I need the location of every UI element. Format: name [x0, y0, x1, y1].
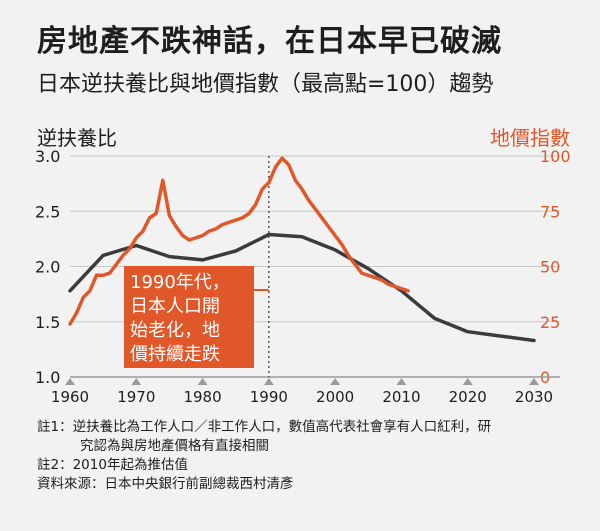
x-tick-label: 2010 [382, 388, 420, 406]
source-note: 資料來源：日本中央銀行前副總裁西村清彥 [37, 476, 294, 492]
y-left-tick-label: 1.0 [35, 368, 60, 387]
x-tick-label: 2020 [449, 388, 487, 406]
footnotes: 註1：逆扶養比為工作人口／非工作人口，數值高代表社會享有人口紅利，研 究認為與房… [37, 418, 491, 494]
y-axis-right-label: 地價指數 [490, 126, 570, 150]
page-title: 房地產不跌神話，在日本早已破滅 [37, 24, 502, 59]
land-price-line [68, 156, 410, 326]
x-tick-marker [396, 378, 407, 385]
annotation-text: 1990年代， [130, 272, 230, 293]
x-tick-marker [529, 378, 539, 385]
x-tick-label: 2000 [316, 388, 354, 406]
x-tick-label: 2030 [515, 388, 553, 406]
x-tick-label: 1960 [51, 388, 89, 406]
note-1: 註1：逆扶養比為工作人口／非工作人口，數值高代表社會享有人口紅利，研 [37, 419, 492, 435]
page-subtitle: 日本逆扶養比與地價指數（最高點=100）趨勢 [37, 72, 494, 97]
x-tick-marker [131, 378, 142, 385]
y-right-tick-label: 75 [540, 202, 560, 221]
x-tick-marker [462, 378, 473, 385]
y-left-tick-label: 2.0 [35, 258, 60, 277]
dependency-ratio-line [68, 232, 536, 343]
y-right-tick-label: 100 [540, 147, 571, 166]
y-right-tick-label: 25 [540, 313, 560, 332]
x-tick-label: 1990 [250, 388, 288, 406]
x-tick-marker [197, 378, 208, 385]
x-tick-marker [65, 378, 75, 385]
annotation-text: 價持續走跌 [130, 344, 220, 365]
x-tick-label: 1970 [117, 388, 155, 406]
y-left-tick-label: 1.5 [35, 313, 60, 332]
x-tick-marker [263, 378, 274, 385]
note-2: 註2：2010年起為推估值 [37, 457, 188, 473]
y-left-tick-label: 3.0 [35, 147, 60, 166]
annotation-text: 始老化，地 [130, 320, 220, 341]
annotation-box [124, 266, 254, 368]
x-tick-marker [330, 378, 341, 385]
y-right-tick-label: 50 [540, 258, 560, 277]
y-axis-left-label: 逆扶養比 [37, 126, 117, 150]
x-tick-label: 1980 [183, 388, 221, 406]
y-left-tick-label: 2.5 [35, 202, 60, 221]
annotation-text: 日本人口開 [130, 296, 220, 317]
note-1-continued: 究認為與房地產價格有直接相關 [80, 438, 269, 454]
